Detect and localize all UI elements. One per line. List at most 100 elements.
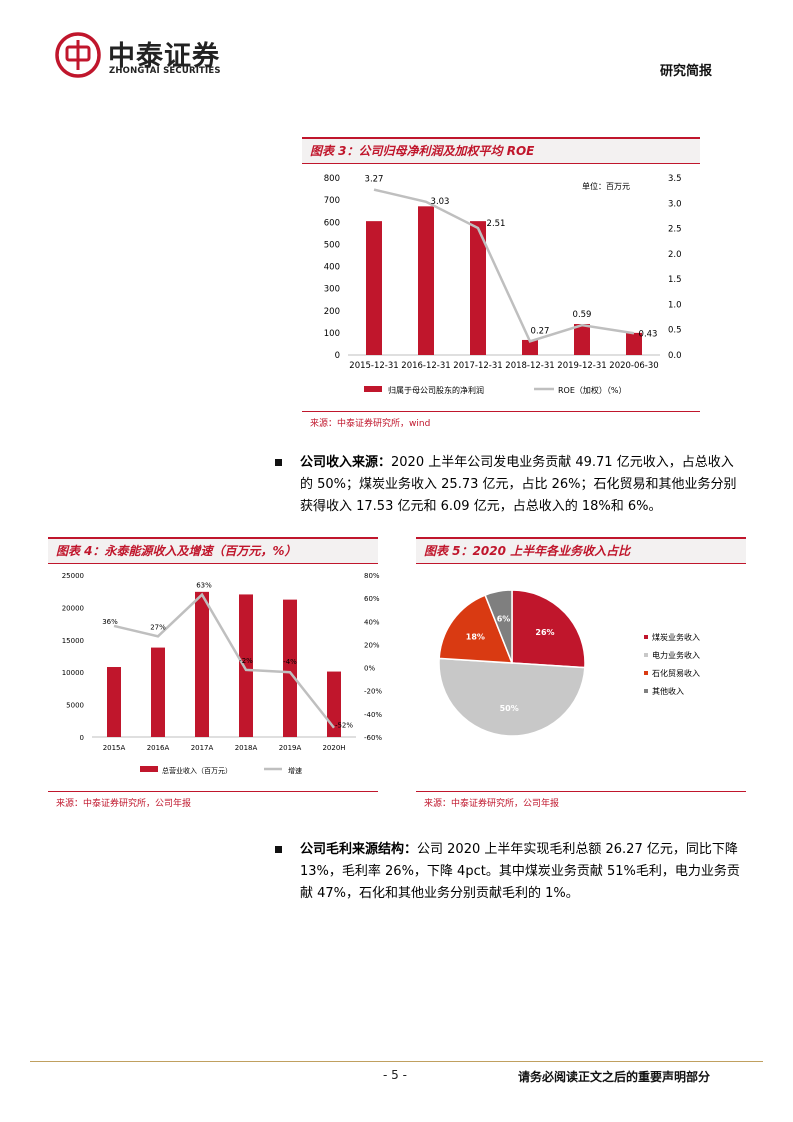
x-tick-label: 2020H bbox=[322, 744, 345, 752]
y-left-tick-label: 700 bbox=[324, 196, 340, 206]
figure4-source: 来源：中泰证券研究所，公司年报 bbox=[48, 791, 378, 809]
figure3-unit-label: 单位：百万元 bbox=[582, 181, 630, 191]
figure5-title-bar: 图表 5：2020 上半年各业务收入占比 bbox=[416, 537, 746, 564]
pie-legend-label: 煤炭业务收入 bbox=[652, 632, 700, 642]
footer-divider bbox=[30, 1061, 763, 1062]
bullet-icon bbox=[275, 846, 282, 853]
y-left-tick-label: 20000 bbox=[62, 604, 84, 612]
data-label: 3.03 bbox=[431, 197, 450, 207]
y-right-tick-label: 80% bbox=[364, 572, 380, 580]
figure4-title: 图表 4：永泰能源收入及增速（百万元，%） bbox=[56, 544, 297, 558]
bar bbox=[470, 221, 486, 355]
pie-legend-label: 石化贸易收入 bbox=[652, 668, 700, 678]
pie-legend-swatch bbox=[644, 635, 648, 639]
y-right-tick-label: 1.0 bbox=[668, 300, 682, 310]
pie-legend-label: 其他收入 bbox=[652, 686, 684, 696]
y-right-tick-label: 0.5 bbox=[668, 326, 682, 336]
figure5-title: 图表 5：2020 上半年各业务收入占比 bbox=[424, 544, 631, 558]
logo-english-name: ZHONGTAI SECURITIES bbox=[109, 66, 221, 76]
figure5-source: 来源：中泰证券研究所，公司年报 bbox=[416, 791, 746, 809]
y-left-tick-label: 0 bbox=[80, 734, 84, 742]
pie-legend-swatch bbox=[644, 671, 648, 675]
bullet-icon bbox=[275, 459, 282, 466]
x-tick-label: 2015A bbox=[103, 744, 126, 752]
figure3-legend-bar-swatch bbox=[364, 386, 382, 392]
y-left-tick-label: 800 bbox=[324, 174, 340, 184]
data-label: -2% bbox=[239, 657, 253, 665]
y-left-tick-label: 600 bbox=[324, 218, 340, 228]
x-tick-label: 2016A bbox=[147, 744, 170, 752]
y-right-tick-label: 3.0 bbox=[668, 199, 682, 209]
figure3-title-bar: 图表 3：公司归母净利润及加权平均 ROE bbox=[302, 137, 700, 164]
figure4-chart: 25000 20000 15000 10000 5000 0 80% 60% 40% 20% 0%… bbox=[62, 572, 383, 775]
figure3-legend-line-label: ROE（加权）（%） bbox=[558, 385, 627, 395]
bar bbox=[574, 324, 590, 355]
bar bbox=[327, 671, 341, 737]
pie-slice-label: 18% bbox=[466, 632, 485, 641]
y-right-tick-label: 40% bbox=[364, 618, 380, 626]
bar bbox=[626, 332, 642, 355]
data-label: 3.27 bbox=[365, 175, 384, 185]
bar bbox=[107, 667, 121, 737]
bar bbox=[366, 221, 382, 355]
x-tick-label: 2016-12-31 bbox=[401, 361, 450, 371]
footer-disclaimer-notice: 请务必阅读正文之后的重要声明部分 bbox=[518, 1070, 711, 1084]
x-tick-label: 2018-12-31 bbox=[505, 361, 554, 371]
x-tick-label: 2015-12-31 bbox=[349, 361, 398, 371]
series-line bbox=[373, 188, 635, 343]
paragraph-revenue-sources: 公司收入来源：2020 上半年公司发电业务贡献 49.71 亿元收入，占总收入的… bbox=[300, 452, 740, 518]
figure3-chart: 单位：百万元 800 700 600 500 400 300 200 100 0 3.5 3.0 2… bbox=[324, 174, 682, 395]
data-label: 2.51 bbox=[487, 219, 506, 229]
figure4-legend-line-label: 增速 bbox=[288, 766, 302, 775]
pie-legend-swatch bbox=[644, 653, 648, 657]
paragraph-revenue-body: 2020 上半年公司发电业务贡献 49.71 亿元收入，占总收入的 50%；煤炭… bbox=[300, 455, 737, 514]
y-left-tick-label: 400 bbox=[324, 263, 340, 273]
y-right-tick-label: 60% bbox=[364, 595, 380, 603]
figure3-source: 来源：中泰证券研究所，wind bbox=[302, 411, 700, 429]
y-right-tick-label: 0% bbox=[364, 665, 375, 673]
x-tick-label: 2020-06-30 bbox=[609, 361, 658, 371]
y-left-tick-label: 25000 bbox=[62, 572, 84, 580]
bar bbox=[418, 206, 434, 355]
data-label: 0.59 bbox=[573, 310, 592, 320]
y-left-tick-label: 200 bbox=[324, 307, 340, 317]
report-type-label: 研究简报 bbox=[660, 64, 713, 79]
y-left-tick-label: 15000 bbox=[62, 637, 84, 645]
figure4-legend-bar-label: 总营业收入（百万元） bbox=[162, 766, 232, 775]
series-line bbox=[113, 592, 335, 729]
bar bbox=[239, 594, 253, 737]
bar bbox=[151, 647, 165, 737]
x-tick-label: 2019A bbox=[279, 744, 302, 752]
paragraph-gross-profit-body: 公司 2020 上半年实现毛利总额 26.27 亿元，同比下降 13%，毛利率 … bbox=[300, 842, 740, 901]
y-left-tick-label: 0 bbox=[335, 351, 340, 361]
data-label: 36% bbox=[102, 618, 118, 626]
pie-slice bbox=[511, 589, 586, 669]
y-right-tick-label: -40% bbox=[364, 711, 382, 719]
pie-slice-label: 6% bbox=[497, 615, 511, 624]
y-left-tick-label: 100 bbox=[324, 329, 340, 339]
zhongtai-logo-icon bbox=[55, 32, 101, 78]
y-right-tick-label: 2.0 bbox=[668, 250, 682, 260]
x-tick-label: 2019-12-31 bbox=[557, 361, 606, 371]
pie-slice-label: 26% bbox=[535, 628, 554, 637]
y-left-tick-label: 5000 bbox=[66, 702, 84, 710]
data-label: 0.43 bbox=[639, 329, 658, 339]
y-left-tick-label: 500 bbox=[324, 240, 340, 250]
data-label: 27% bbox=[150, 623, 166, 631]
bar bbox=[195, 591, 209, 737]
x-tick-label: 2018A bbox=[235, 744, 258, 752]
y-right-tick-label: -20% bbox=[364, 688, 382, 696]
data-label: 0.27 bbox=[531, 326, 550, 336]
y-right-tick-label: 1.5 bbox=[668, 275, 682, 285]
figure4-title-bar: 图表 4：永泰能源收入及增速（百万元，%） bbox=[48, 537, 378, 564]
pie-slice bbox=[438, 657, 586, 737]
pie-legend-label: 电力业务收入 bbox=[652, 650, 700, 660]
y-right-tick-label: 3.5 bbox=[668, 174, 682, 184]
y-right-tick-label: 0.0 bbox=[668, 351, 682, 361]
x-tick-label: 2017-12-31 bbox=[453, 361, 502, 371]
y-right-tick-label: 2.5 bbox=[668, 225, 682, 235]
y-right-tick-label: 20% bbox=[364, 641, 380, 649]
pie-legend-swatch bbox=[644, 689, 648, 693]
pie-slice-label: 50% bbox=[500, 704, 519, 713]
